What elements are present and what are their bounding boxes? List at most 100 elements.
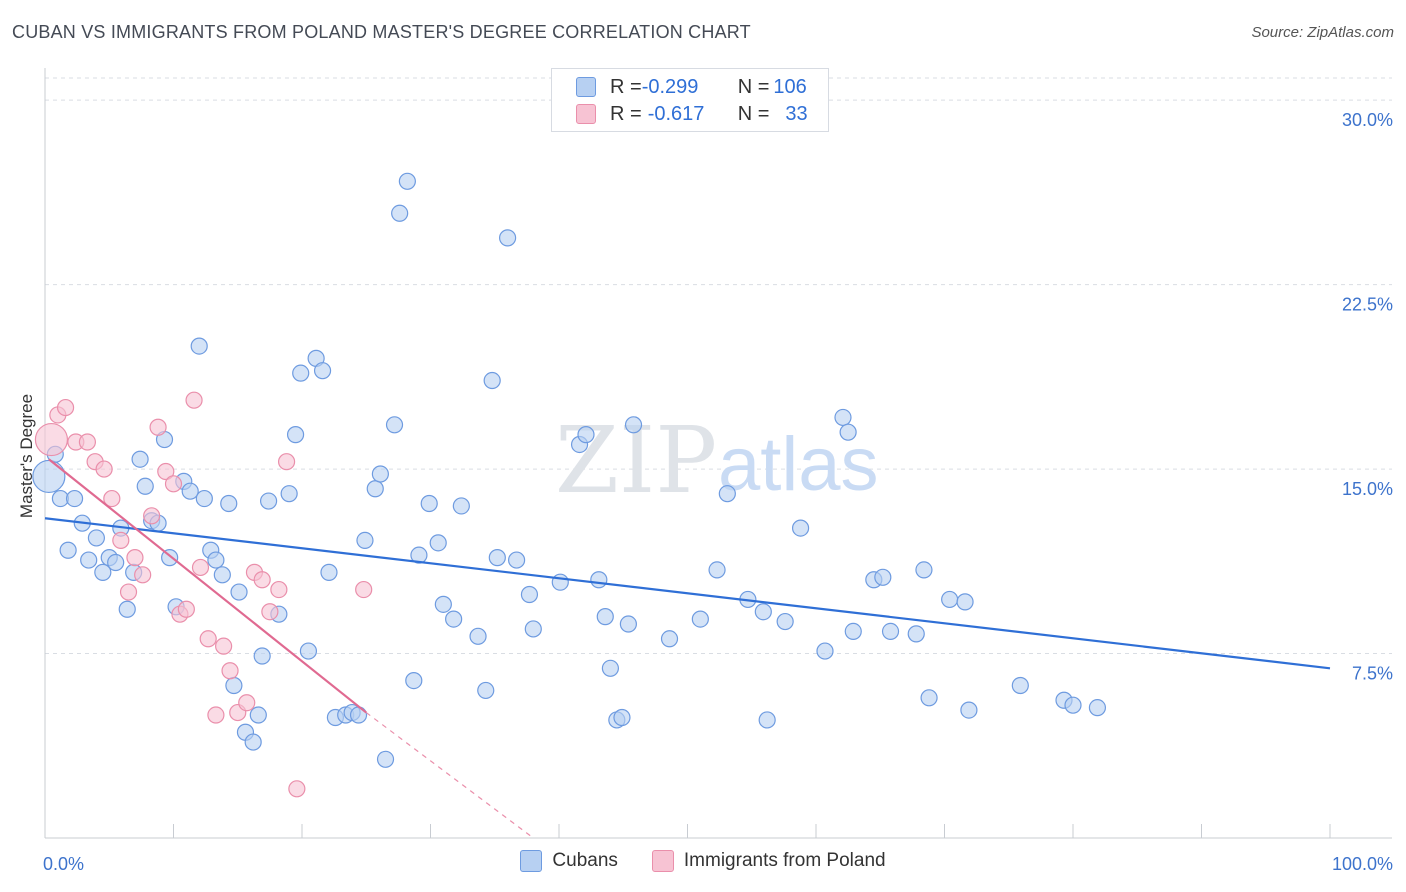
chart-title: CUBAN VS IMMIGRANTS FROM POLAND MASTER'S… xyxy=(12,22,751,42)
poland-point xyxy=(261,603,279,621)
cubans-point xyxy=(420,494,438,513)
legend-item-poland: Immigrants from Poland xyxy=(651,850,886,872)
cubans-point xyxy=(469,627,487,645)
cubans-point xyxy=(349,706,368,724)
cubans-point xyxy=(190,337,208,355)
cubans-point xyxy=(960,701,978,719)
poland-point xyxy=(149,418,167,436)
poland-point xyxy=(164,475,183,493)
r-label: R = xyxy=(610,102,642,125)
cubans-point xyxy=(499,229,517,247)
cubans-point xyxy=(488,549,506,567)
cubans-point xyxy=(320,563,338,581)
cubans-point xyxy=(313,362,332,380)
poland-point xyxy=(215,637,233,655)
cubans-trend-line xyxy=(44,517,1331,670)
cubans-point xyxy=(839,423,857,441)
cubans-point xyxy=(136,477,154,495)
cubans-point xyxy=(613,708,631,727)
legend-label-poland: Immigrants from Poland xyxy=(683,850,886,871)
cubans-point xyxy=(220,494,238,513)
cubans-point xyxy=(118,600,136,618)
cubans-point xyxy=(213,566,231,584)
cubans-point xyxy=(834,408,852,427)
cubans-point xyxy=(915,561,933,579)
cubans-point xyxy=(434,595,452,613)
poland-trend-line xyxy=(48,458,367,714)
cubans-point xyxy=(181,482,199,500)
poland-point xyxy=(103,489,121,508)
cubans-point xyxy=(410,546,428,564)
cubans-point xyxy=(253,647,271,665)
cubans-point xyxy=(207,551,225,569)
cubans-point xyxy=(920,689,938,707)
poland-point xyxy=(221,662,239,680)
legend-item-cubans: Cubans xyxy=(520,850,618,872)
cubans-point xyxy=(477,681,495,700)
poland-point xyxy=(134,566,152,584)
r-value: -0.299 xyxy=(641,75,699,98)
correlation-row-cubans: R = -0.299 N = 106 xyxy=(576,74,807,100)
cubans-point xyxy=(32,459,66,494)
correlation-legend: R = -0.299 N = 106 R = -0.617 N = 33 xyxy=(551,68,829,132)
watermark: ZIP atlas xyxy=(555,407,879,514)
poland-point xyxy=(288,780,306,798)
cubans-swatch xyxy=(576,77,596,97)
cubans-point xyxy=(881,622,900,640)
cubans-point xyxy=(907,625,925,643)
source-credit: Source: ZipAtlas.com xyxy=(1251,24,1394,41)
poland-point xyxy=(270,580,288,599)
correlation-row-poland: R = -0.617 N = 33 xyxy=(576,101,808,127)
cubans-point xyxy=(299,642,318,660)
n-label: N = xyxy=(737,75,770,98)
cubans-point xyxy=(956,593,974,611)
x-tick-label-max: 100.0% xyxy=(1332,854,1393,874)
cubans-point xyxy=(80,551,98,569)
legend-swatch-poland xyxy=(651,850,674,872)
poland-point xyxy=(355,580,373,599)
poland-point xyxy=(199,630,217,648)
cubans-point xyxy=(1011,676,1029,695)
cubans-point xyxy=(941,590,959,609)
cubans-point xyxy=(65,489,84,508)
r-value: -0.617 xyxy=(647,102,705,125)
legend-swatch-cubans xyxy=(520,850,543,872)
cubans-point xyxy=(624,416,643,434)
cubans-point xyxy=(874,568,892,586)
y-tick-label: 15.0% xyxy=(1342,479,1393,499)
y-axis-label: Master's Degree xyxy=(17,394,36,518)
cubans-point xyxy=(718,485,736,503)
cubans-point xyxy=(249,706,267,724)
cubans-point xyxy=(577,426,595,444)
cubans-point xyxy=(601,659,620,677)
poland-point xyxy=(157,462,175,481)
poland-point xyxy=(277,453,296,471)
poland-point xyxy=(112,531,130,549)
cubans-point xyxy=(371,465,389,483)
r-label: R = xyxy=(610,75,642,98)
cubans-point xyxy=(590,571,608,589)
cubans-point xyxy=(398,172,416,190)
cubans-point xyxy=(776,612,794,631)
cubans-point xyxy=(483,371,501,390)
cubans-point xyxy=(758,711,776,729)
cubans-point xyxy=(1064,696,1082,714)
cubans-point xyxy=(708,561,726,579)
cubans-point xyxy=(844,622,862,640)
cubans-point xyxy=(507,551,526,569)
cubans-point xyxy=(619,615,637,633)
trend-lines xyxy=(44,458,1331,839)
cubans-point xyxy=(405,671,423,690)
cubans-point xyxy=(195,489,213,508)
n-value: 106 xyxy=(773,75,807,98)
poland-point xyxy=(185,391,203,409)
cubans-point xyxy=(391,204,409,222)
cubans-point xyxy=(225,676,243,695)
n-label: N = xyxy=(737,102,770,125)
poland-trend-extension xyxy=(365,712,534,839)
n-value: 33 xyxy=(785,102,808,125)
poland-point xyxy=(56,398,75,417)
poland-swatch xyxy=(576,104,596,124)
cubans-point xyxy=(429,534,447,552)
cubans-point xyxy=(286,426,305,444)
